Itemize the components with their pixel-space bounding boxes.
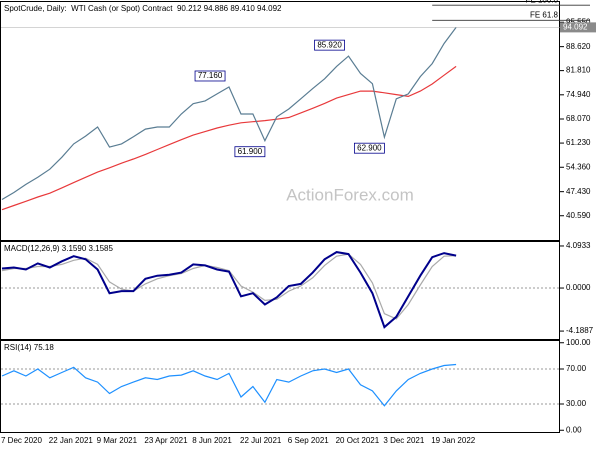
panel-title: MACD(12,26,9) 3.1590 3.1585 bbox=[4, 244, 114, 253]
price-label: 62.900 bbox=[357, 143, 382, 152]
panel-title: SpotCrude, Daily: WTI Cash (or Spot) Con… bbox=[4, 4, 282, 13]
y-tick-label: 0.00 bbox=[566, 425, 582, 434]
y-tick-label: 61.230 bbox=[566, 138, 591, 147]
price-label-box bbox=[314, 39, 345, 51]
y-tick-label: 47.430 bbox=[566, 187, 591, 196]
y-tick-label: 68.070 bbox=[566, 114, 591, 123]
y-tick-label: 30.00 bbox=[566, 399, 587, 408]
macd-panel bbox=[0, 241, 560, 340]
x-tick-label: 23 Apr 2021 bbox=[144, 436, 188, 445]
fe-label: FE 100.0 bbox=[526, 0, 559, 4]
watermark: ActionForex.com bbox=[286, 185, 414, 204]
rsi-panel bbox=[0, 340, 560, 433]
y-tick-label: 95.550 bbox=[566, 17, 591, 26]
y-tick-label: 100.00 bbox=[566, 338, 591, 347]
x-tick-label: 20 Oct 2021 bbox=[336, 436, 380, 445]
x-tick-label: 7 Dec 2020 bbox=[1, 436, 42, 445]
x-tick-label: 8 Jun 2021 bbox=[192, 436, 232, 445]
fe-label: FE 61.8 bbox=[530, 10, 559, 19]
x-tick-label: 9 Mar 2021 bbox=[97, 436, 138, 445]
y-tick-label: 88.620 bbox=[566, 42, 591, 51]
y-tick-label: 54.360 bbox=[566, 162, 591, 171]
series-line bbox=[1, 65, 457, 211]
last-price-tag bbox=[560, 22, 596, 33]
x-tick-label: 22 Jul 2021 bbox=[240, 436, 282, 445]
panel-title: RSI(14) 75.18 bbox=[4, 343, 54, 352]
x-tick-label: 6 Sep 2021 bbox=[288, 436, 329, 445]
price-label: 85.920 bbox=[317, 40, 342, 49]
x-tick-label: 19 Jan 2022 bbox=[431, 436, 476, 445]
y-tick-label: 81.810 bbox=[566, 66, 591, 75]
price-label-box bbox=[194, 70, 226, 82]
price-panel bbox=[0, 1, 560, 241]
series-line bbox=[1, 251, 457, 329]
price-label-box bbox=[353, 142, 385, 154]
y-tick-label: -4.1887 bbox=[566, 326, 594, 335]
y-tick-label: 40.590 bbox=[566, 211, 591, 220]
y-tick-label: 70.00 bbox=[566, 364, 587, 373]
x-tick-label: 22 Jan 2021 bbox=[49, 436, 94, 445]
y-tick-label: 74.940 bbox=[566, 90, 591, 99]
price-label-box bbox=[234, 146, 266, 158]
price-label: 77.160 bbox=[198, 71, 223, 80]
price-label: 61.900 bbox=[238, 147, 263, 156]
x-tick-label: 3 Dec 2021 bbox=[383, 436, 424, 445]
series-line bbox=[1, 363, 457, 407]
y-tick-label: 4.0933 bbox=[566, 241, 591, 250]
y-tick-label: 0.0000 bbox=[566, 283, 591, 292]
last-price-label: 94.092 bbox=[563, 22, 588, 31]
series-line bbox=[1, 27, 457, 201]
